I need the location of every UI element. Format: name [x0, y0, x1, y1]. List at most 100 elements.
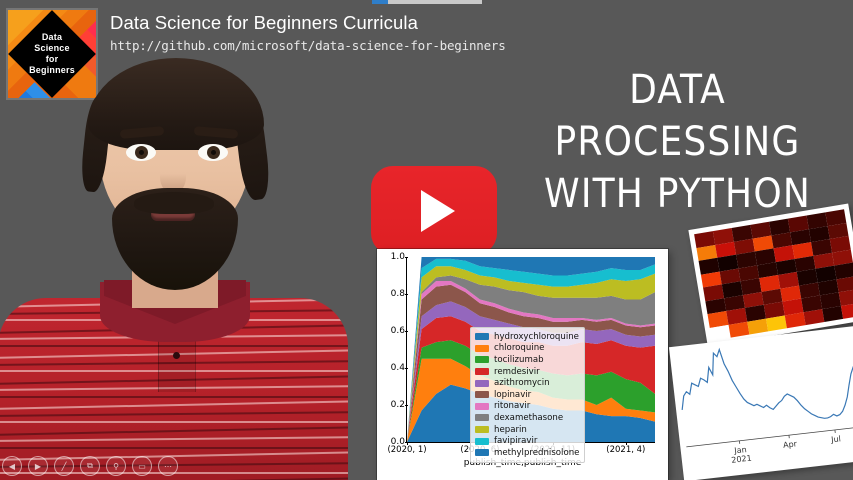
- line-chart-x-axis: [686, 426, 853, 448]
- heatmap-cell: [728, 321, 750, 338]
- legend-item: favipiravir: [475, 435, 579, 447]
- lesson-title-line-2: with Python: [544, 171, 811, 217]
- logo-line-2: Science: [34, 43, 70, 53]
- video-progress-track[interactable]: [372, 0, 482, 4]
- heatmap-cell: [840, 302, 853, 319]
- back-button[interactable]: ◀: [2, 456, 22, 476]
- heatmap-cell: [822, 305, 844, 322]
- y-tick-mark: [405, 442, 408, 443]
- logo-text: Data Science for Beginners: [8, 10, 96, 98]
- legend-label: dexamethasone: [494, 412, 564, 423]
- heatmap-chart: [688, 203, 853, 347]
- legend-swatch: [475, 391, 489, 399]
- area-series-ritonavir: [407, 281, 655, 442]
- shirt-stripe: [0, 435, 348, 443]
- player-control-bar: ◀ ▶ ╱ ⧉ ⚲ ▭ ⋯: [2, 456, 178, 476]
- legend-item: lopinavir: [475, 389, 579, 401]
- legend-item: remdesivir: [475, 366, 579, 378]
- legend-item: dexamethasone: [475, 412, 579, 424]
- heatmap-grid: [694, 209, 853, 341]
- legend-item: heparin: [475, 424, 579, 436]
- y-tick-label: 0.4: [390, 363, 405, 373]
- legend-label: remdesivir: [494, 366, 540, 377]
- legend-swatch: [475, 426, 489, 434]
- video-progress-fill: [372, 0, 388, 4]
- legend-item: tocilizumab: [475, 354, 579, 366]
- presenter-mustache: [134, 192, 214, 214]
- legend-swatch: [475, 437, 489, 445]
- curriculum-logo: Data Science for Beginners: [8, 10, 96, 98]
- line-chart: Jan 2021 Apr Jul: [668, 325, 853, 480]
- legend-swatch: [475, 368, 489, 376]
- legend-label: heparin: [494, 424, 527, 435]
- legend-item: methylprednisolone: [475, 447, 579, 459]
- lesson-title: Data Processing with Python: [505, 64, 850, 220]
- y-tick-mark: [405, 257, 408, 258]
- x-tick-mark: [625, 442, 627, 445]
- legend-item: chloroquine: [475, 343, 579, 355]
- legend-item: ritonavir: [475, 401, 579, 413]
- y-tick-label: 0.8: [390, 289, 405, 299]
- legend-label: favipiravir: [494, 436, 538, 447]
- logo-line-4: Beginners: [29, 65, 75, 75]
- y-tick-mark: [405, 405, 408, 406]
- area-series-heparin: [407, 266, 655, 442]
- area-series-azithromycin: [407, 301, 655, 442]
- legend-swatch: [475, 379, 489, 387]
- pen-button[interactable]: ╱: [54, 456, 74, 476]
- more-button[interactable]: ⋯: [158, 456, 178, 476]
- shirt-stripe: [0, 425, 348, 436]
- legend-swatch: [475, 402, 489, 410]
- legend-item: azithromycin: [475, 377, 579, 389]
- area-series-favipiravir: [407, 258, 655, 442]
- y-tick-label: 1.0: [390, 252, 405, 262]
- presenter-shirt-button: [173, 352, 180, 359]
- shirt-stripe: [0, 399, 348, 411]
- page-title: Data Science for Beginners Curricula: [110, 12, 418, 33]
- legend-label: ritonavir: [494, 401, 531, 412]
- y-tick-label: 0.6: [390, 326, 405, 336]
- y-tick-mark: [405, 368, 408, 369]
- copy-button[interactable]: ⧉: [80, 456, 100, 476]
- legend-swatch: [475, 344, 489, 352]
- legend-label: methylprednisolone: [494, 447, 580, 458]
- legend-swatch: [475, 333, 489, 341]
- shirt-stripe: [0, 446, 348, 449]
- y-tick-label: 0.0: [390, 437, 405, 447]
- logo-line-3: for: [45, 54, 59, 64]
- heatmap-cell: [747, 318, 769, 335]
- heatmap-cell: [709, 324, 731, 341]
- search-button[interactable]: ⚲: [106, 456, 126, 476]
- legend-label: tocilizumab: [494, 354, 544, 365]
- chart-plot-area: [407, 257, 655, 442]
- line-series: [681, 347, 853, 419]
- legend-label: lopinavir: [494, 389, 532, 400]
- shirt-stripe: [0, 370, 348, 372]
- heatmap-cell: [803, 308, 825, 326]
- y-tick-label: 0.2: [390, 400, 405, 410]
- legend-swatch: [475, 414, 489, 422]
- y-tick-mark: [405, 294, 408, 295]
- lesson-title-line-1: Data Processing: [554, 67, 801, 165]
- shirt-stripe: [0, 421, 348, 423]
- logo-line-1: Data: [41, 32, 63, 42]
- shirt-stripe: [0, 476, 348, 480]
- chart-inner: 0.00.20.40.60.81.0 (2020, 1)(2020, 6)(20…: [377, 249, 668, 480]
- presenter-eye-left: [126, 144, 156, 161]
- chart-legend: hydroxychloroquine chloroquine tocilizumab…: [470, 327, 586, 463]
- window-button[interactable]: ▭: [132, 456, 152, 476]
- legend-item: hydroxychloroquine: [475, 331, 579, 343]
- youtube-play-button[interactable]: [371, 166, 497, 255]
- presenter-hair: [88, 58, 264, 150]
- stacked-area-chart: 0.00.20.40.60.81.0 (2020, 1)(2020, 6)(20…: [377, 249, 668, 480]
- presenter-video: [0, 58, 348, 480]
- repository-url: http://github.com/microsoft/data-science…: [110, 38, 506, 53]
- play-button[interactable]: ▶: [28, 456, 48, 476]
- legend-swatch: [475, 356, 489, 364]
- shirt-stripe: [0, 395, 348, 398]
- area-series-lopinavir: [407, 284, 655, 442]
- play-triangle-icon: [421, 189, 455, 232]
- legend-label: chloroquine: [494, 343, 545, 354]
- area-series-dexamethasone: [407, 275, 655, 442]
